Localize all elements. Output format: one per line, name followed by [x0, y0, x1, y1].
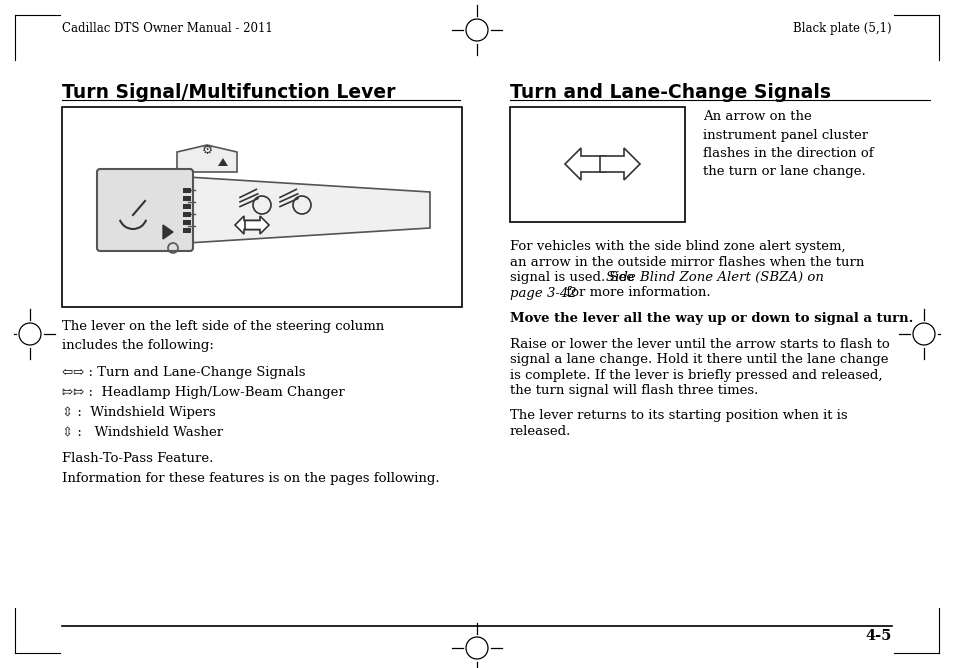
Bar — [183, 196, 191, 201]
Polygon shape — [234, 216, 258, 234]
Bar — [510, 107, 684, 222]
Text: Side Blind Zone Alert (SBZA) on: Side Blind Zone Alert (SBZA) on — [605, 271, 823, 284]
Text: The lever returns to its starting position when it is: The lever returns to its starting positi… — [510, 409, 846, 422]
Text: The lever on the left side of the steering column
includes the following:: The lever on the left side of the steeri… — [62, 320, 384, 352]
Text: Raise or lower the lever until the arrow starts to flash to: Raise or lower the lever until the arrow… — [510, 337, 889, 351]
Text: Information for these features is on the pages following.: Information for these features is on the… — [62, 472, 439, 485]
Polygon shape — [177, 145, 236, 172]
Text: Black plate (5,1): Black plate (5,1) — [793, 22, 891, 35]
Text: signal a lane change. Hold it there until the lane change: signal a lane change. Hold it there unti… — [510, 353, 887, 366]
Text: is complete. If the lever is briefly pressed and released,: is complete. If the lever is briefly pre… — [510, 369, 882, 381]
Text: Move the lever all the way up or down to signal a turn.: Move the lever all the way up or down to… — [510, 312, 912, 325]
Text: ⇰⇰ :  Headlamp High/Low-Beam Changer: ⇰⇰ : Headlamp High/Low-Beam Changer — [62, 386, 344, 399]
Polygon shape — [599, 148, 639, 180]
Text: An arrow on the
instrument panel cluster
flashes in the direction of
the turn or: An arrow on the instrument panel cluster… — [702, 110, 873, 178]
Text: Flash-To-Pass Feature.: Flash-To-Pass Feature. — [62, 452, 213, 465]
Bar — [183, 204, 191, 209]
Text: ⚙: ⚙ — [201, 144, 213, 156]
Text: for more information.: for more information. — [561, 287, 710, 299]
Bar — [183, 188, 191, 193]
Text: the turn signal will flash three times.: the turn signal will flash three times. — [510, 384, 758, 397]
Text: ⇳ :  Windshield Wipers: ⇳ : Windshield Wipers — [62, 406, 215, 419]
Polygon shape — [245, 216, 269, 234]
Text: an arrow in the outside mirror flashes when the turn: an arrow in the outside mirror flashes w… — [510, 255, 863, 269]
FancyBboxPatch shape — [97, 169, 193, 251]
Bar — [62, 107, 461, 307]
Bar — [183, 220, 191, 225]
Text: page 3-42: page 3-42 — [510, 287, 576, 299]
Text: 4-5: 4-5 — [864, 629, 891, 643]
Text: ⇦⇨ : Turn and Lane-Change Signals: ⇦⇨ : Turn and Lane-Change Signals — [62, 366, 305, 379]
Polygon shape — [154, 175, 430, 245]
Polygon shape — [564, 148, 604, 180]
Bar — [183, 212, 191, 217]
Text: Cadillac DTS Owner Manual - 2011: Cadillac DTS Owner Manual - 2011 — [62, 22, 273, 35]
Bar — [183, 228, 191, 233]
Text: signal is used. See: signal is used. See — [510, 271, 638, 284]
Text: For vehicles with the side blind zone alert system,: For vehicles with the side blind zone al… — [510, 240, 844, 253]
Text: Turn and Lane-Change Signals: Turn and Lane-Change Signals — [510, 83, 830, 102]
Text: ⇳ :   Windshield Washer: ⇳ : Windshield Washer — [62, 426, 223, 439]
Text: Turn Signal/Multifunction Lever: Turn Signal/Multifunction Lever — [62, 83, 395, 102]
Text: released.: released. — [510, 425, 571, 438]
Polygon shape — [218, 158, 228, 166]
Polygon shape — [163, 225, 172, 239]
